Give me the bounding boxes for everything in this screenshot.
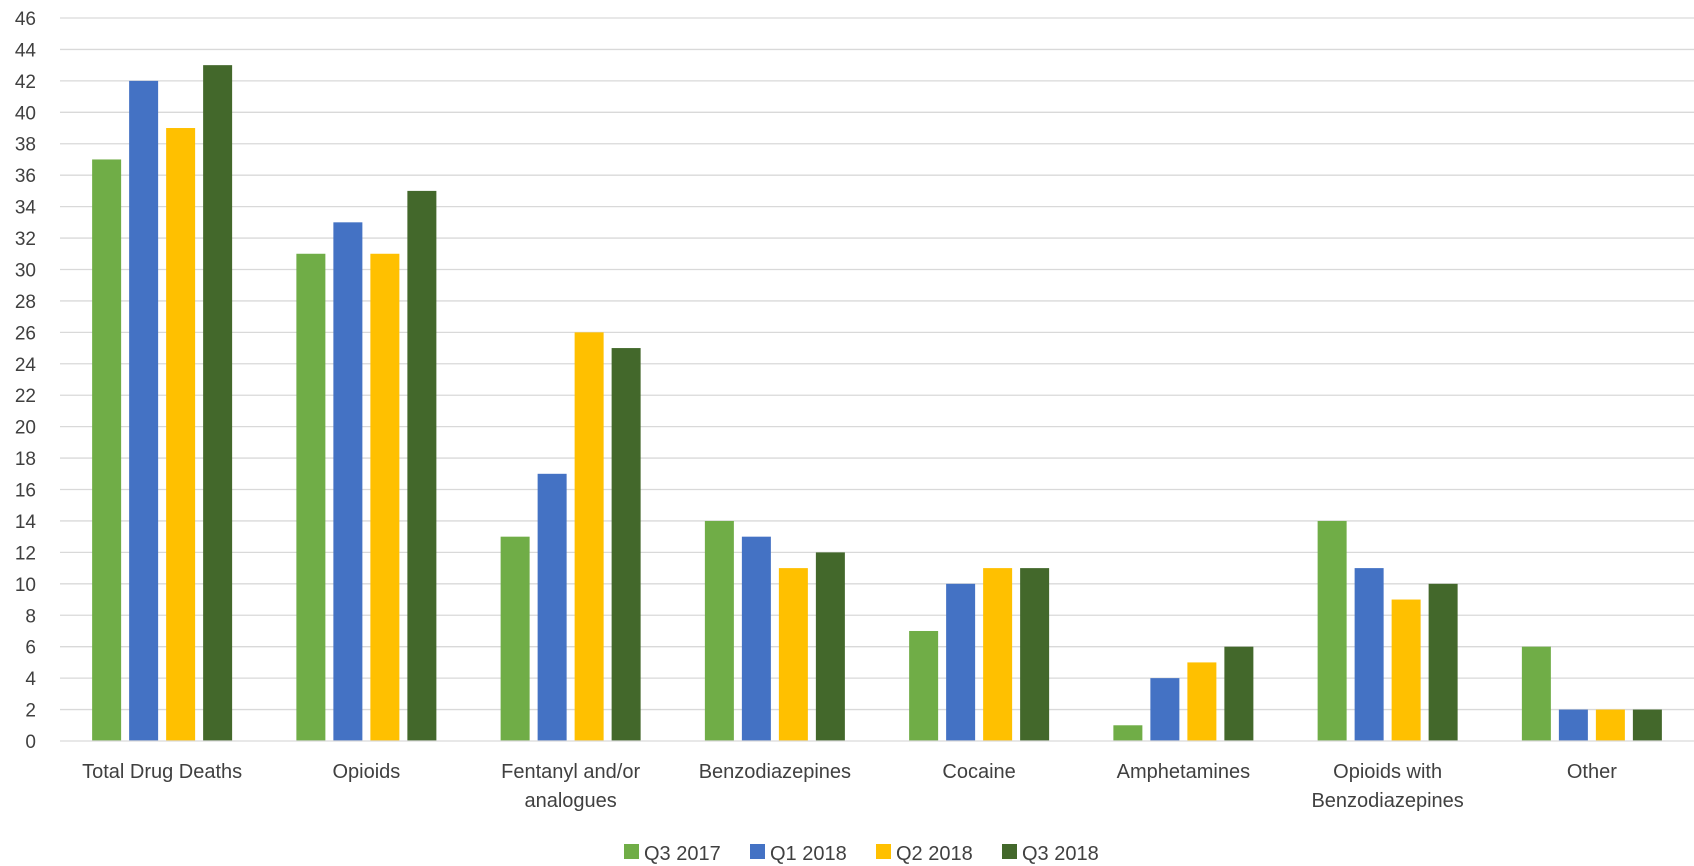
bar-q1-2018 (129, 80, 159, 741)
legend-item: Q1 2018 (750, 843, 847, 865)
bar-q3-2017 (1317, 520, 1347, 741)
bar-q3-2017 (704, 520, 734, 741)
legend-swatch (624, 844, 639, 859)
y-tick-label: 8 (25, 606, 36, 627)
bar-q1-2018 (741, 536, 771, 741)
y-axis-ticks: 0246810121416182022242628303234363840424… (15, 9, 37, 753)
x-category-label: analogues (524, 790, 616, 812)
y-tick-label: 38 (15, 135, 36, 156)
bar-q2-2018 (166, 128, 196, 742)
x-category-label: Total Drug Deaths (82, 761, 242, 783)
x-category-label: Cocaine (942, 761, 1015, 783)
bar-q2-2018 (983, 568, 1013, 741)
legend: Q3 2017 Q1 2018 Q2 2018 Q3 2018 (624, 843, 1099, 865)
bar-q2-2018 (1391, 599, 1421, 741)
y-tick-label: 32 (15, 229, 36, 250)
bar-q3-2017 (1521, 646, 1551, 741)
y-tick-label: 20 (15, 418, 36, 439)
y-tick-label: 36 (15, 166, 36, 187)
bar-q3-2018 (203, 65, 233, 742)
x-category-label: Amphetamines (1117, 761, 1250, 783)
bar-q3-2017 (1113, 725, 1143, 741)
y-tick-label: 2 (25, 701, 36, 722)
bar-q1-2018 (1150, 678, 1180, 741)
legend-item: Q3 2018 (1002, 843, 1099, 865)
y-tick-label: 28 (15, 292, 36, 313)
bars (92, 65, 1662, 742)
y-tick-label: 26 (15, 323, 36, 344)
legend-item: Q3 2017 (624, 843, 721, 865)
x-category-label: Benzodiazepines (699, 761, 851, 783)
bar-q3-2018 (407, 190, 437, 742)
x-category-label: Fentanyl and/or (501, 761, 640, 783)
y-tick-label: 22 (15, 386, 36, 407)
bar-q2-2018 (574, 332, 604, 741)
bar-q3-2017 (92, 159, 122, 741)
bar-q3-2018 (1224, 646, 1254, 741)
legend-swatch (750, 844, 765, 859)
bar-q3-2018 (1428, 583, 1458, 741)
y-tick-label: 44 (15, 40, 37, 61)
y-tick-label: 46 (15, 9, 36, 30)
bar-q2-2018 (1187, 662, 1217, 741)
bar-q1-2018 (946, 583, 976, 741)
bar-q3-2017 (909, 630, 939, 741)
y-tick-label: 34 (15, 198, 37, 219)
y-tick-label: 30 (15, 260, 36, 281)
y-tick-label: 4 (25, 669, 36, 690)
y-tick-label: 40 (15, 103, 36, 124)
bar-q1-2018 (1558, 709, 1588, 741)
legend-swatch (1002, 844, 1017, 859)
x-category-label: Opioids with (1333, 761, 1442, 783)
legend-swatch (876, 844, 891, 859)
x-axis-category-labels: Total Drug Deaths Opioids Fentanyl and/or a… (82, 761, 1617, 812)
legend-label: Q1 2018 (770, 843, 847, 865)
bar-q3-2018 (1632, 709, 1662, 741)
y-tick-label: 18 (15, 449, 36, 470)
y-tick-label: 0 (25, 732, 36, 753)
bar-q1-2018 (1354, 568, 1384, 741)
bar-q3-2018 (815, 552, 845, 741)
y-tick-label: 12 (15, 543, 36, 564)
bar-q2-2018 (778, 568, 808, 741)
bar-q1-2018 (537, 473, 567, 741)
y-tick-label: 10 (15, 575, 36, 596)
legend-label: Q3 2018 (1022, 843, 1099, 865)
y-tick-label: 24 (15, 355, 37, 376)
y-tick-label: 14 (15, 512, 37, 533)
x-category-label: Benzodiazepines (1311, 790, 1463, 812)
bar-q3-2017 (500, 536, 530, 741)
legend-item: Q2 2018 (876, 843, 973, 865)
bar-q2-2018 (1595, 709, 1625, 741)
bar-q1-2018 (333, 222, 363, 742)
bar-q3-2018 (611, 348, 641, 741)
bar-q3-2017 (296, 253, 326, 741)
x-category-label: Other (1567, 761, 1617, 783)
bar-q2-2018 (370, 253, 400, 741)
y-tick-label: 6 (25, 638, 36, 659)
bar-q3-2018 (1020, 568, 1050, 741)
y-tick-label: 16 (15, 481, 36, 502)
y-tick-label: 42 (15, 72, 36, 93)
x-category-label: Opioids (332, 761, 400, 783)
legend-label: Q3 2017 (644, 843, 721, 865)
gridlines (60, 17, 1694, 711)
legend-label: Q2 2018 (896, 843, 973, 865)
